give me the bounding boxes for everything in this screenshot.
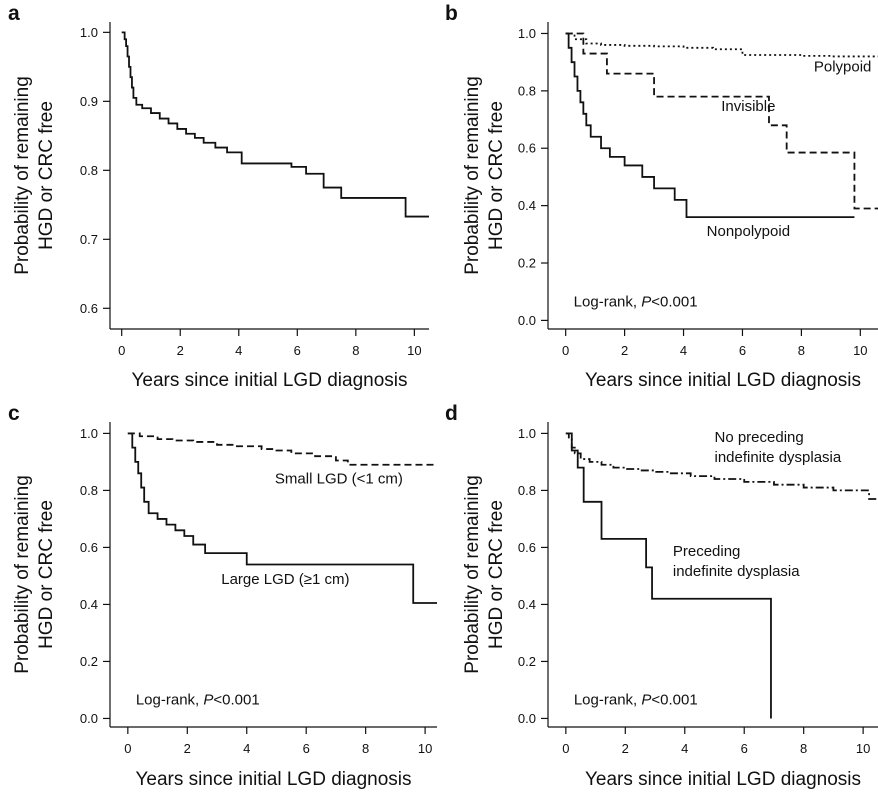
label-preceding-2: indefinite dysplasia (673, 563, 800, 580)
y-tick-label: 0.2 (80, 654, 98, 669)
y-tick-label: 0.0 (518, 313, 536, 328)
panel-b: b 0.0 0.2 0.4 0.6 0.8 1.0 0 2 4 6 8 10 Years since in… (445, 2, 878, 391)
y-tick-label: 1.0 (518, 426, 536, 441)
y-tick-label: 0.0 (80, 711, 98, 726)
km-curve-polypoid (565, 32, 878, 58)
y-axis-label-line1: Probability of remaining (12, 475, 33, 674)
y-tick-label: 0.6 (80, 301, 98, 316)
x-tick-label: 4 (680, 343, 687, 358)
x-tick-label: 6 (294, 343, 301, 358)
label-large-lgd: Large LGD (≥1 cm) (221, 571, 349, 588)
x-tick-label: 2 (622, 741, 629, 756)
logrank-text: Log-rank, P<0.001 (574, 692, 698, 709)
x-tick-label: 2 (184, 741, 191, 756)
km-curve-invisible (565, 32, 878, 210)
y-tick-label: 0.6 (80, 540, 98, 555)
label-no-preceding-2: indefinite dysplasia (714, 449, 841, 466)
km-curve-preceding-indefinite-dysplasia (565, 432, 772, 719)
y-tick-label: 0.4 (80, 597, 98, 612)
y-axis-label-line1: Probability of remaining (12, 76, 33, 275)
x-tick-label: 4 (681, 741, 688, 756)
x-axis-label: Years since initial LGD diagnosis (585, 769, 861, 790)
x-tick-label: 0 (124, 741, 131, 756)
y-axis-label-line2: HGD or CRC free (36, 101, 57, 250)
y-tick-label: 1.0 (80, 426, 98, 441)
panel-letter: a (8, 2, 20, 25)
y-tick-label: 0.7 (80, 232, 98, 247)
y-tick-label: 0.6 (518, 540, 536, 555)
y-tick-label: 0.9 (80, 94, 98, 109)
x-tick-label: 0 (118, 343, 125, 358)
x-tick-label: 10 (853, 343, 867, 358)
x-tick-label: 6 (741, 741, 748, 756)
panel-letter: d (445, 402, 458, 425)
y-tick-label: 0.8 (518, 483, 536, 498)
x-tick-label: 8 (800, 741, 807, 756)
x-tick-label: 2 (621, 343, 628, 358)
panel-letter: c (8, 402, 20, 425)
km-curve-overall (121, 31, 429, 218)
y-tick-label: 0.2 (518, 654, 536, 669)
km-curve-small-lgd-1-cm (127, 432, 437, 466)
x-tick-label: 4 (235, 343, 242, 358)
km-curve-nonpolypoid (565, 32, 855, 219)
y-tick-label: 0.8 (80, 483, 98, 498)
logrank-text: Log-rank, P<0.001 (136, 692, 260, 709)
y-tick-label: 0.8 (80, 163, 98, 178)
y-tick-label: 0.4 (518, 597, 536, 612)
y-tick-label: 0.0 (518, 711, 536, 726)
x-axis-label: Years since initial LGD diagnosis (131, 370, 407, 391)
panel-letter: b (445, 2, 458, 25)
km-curve-no-preceding-indefinite-dysplasia (565, 432, 878, 500)
x-tick-label: 10 (407, 343, 421, 358)
x-tick-label: 6 (303, 741, 310, 756)
label-preceding-1: Preceding (673, 543, 741, 560)
y-axis-label-line2: HGD or CRC free (486, 101, 507, 250)
x-tick-label: 8 (352, 343, 359, 358)
label-invisible: Invisible (721, 98, 775, 115)
x-tick-label: 8 (362, 741, 369, 756)
y-tick-label: 0.8 (518, 83, 536, 98)
y-axis-label-line1: Probability of remaining (462, 475, 483, 674)
label-nonpolypoid: Nonpolypoid (707, 223, 790, 240)
x-tick-label: 0 (562, 343, 569, 358)
panel-c: c 0.0 0.2 0.4 0.6 0.8 1.0 0 2 4 6 8 10 Years since in… (8, 402, 437, 790)
x-tick-label: 10 (856, 741, 870, 756)
y-tick-label: 0.4 (518, 198, 536, 213)
y-tick-label: 1.0 (80, 25, 98, 40)
x-tick-label: 6 (739, 343, 746, 358)
label-polypoid: Polypoid (814, 59, 872, 76)
x-tick-label: 0 (562, 741, 569, 756)
x-tick-label: 10 (418, 741, 432, 756)
x-axis-label: Years since initial LGD diagnosis (585, 370, 861, 391)
logrank-text: Log-rank, P<0.001 (574, 294, 698, 311)
y-tick-label: 0.2 (518, 256, 536, 271)
km-curve-large-lgd-1-cm (127, 432, 437, 604)
y-tick-label: 1.0 (518, 26, 536, 41)
y-tick-label: 0.6 (518, 141, 536, 156)
panel-d: d 0.0 0.2 0.4 0.6 0.8 1.0 0 2 4 6 8 10 Years since in… (445, 402, 878, 790)
x-tick-label: 2 (177, 343, 184, 358)
y-axis-label-line2: HGD or CRC free (36, 500, 57, 649)
y-axis-label-line2: HGD or CRC free (486, 500, 507, 649)
label-no-preceding-1: No preceding (714, 429, 803, 446)
label-small-lgd: Small LGD (<1 cm) (275, 470, 403, 487)
x-tick-label: 8 (798, 343, 805, 358)
y-axis-label-line1: Probability of remaining (462, 76, 483, 275)
x-axis-label: Years since initial LGD diagnosis (135, 769, 411, 790)
x-tick-label: 4 (243, 741, 250, 756)
